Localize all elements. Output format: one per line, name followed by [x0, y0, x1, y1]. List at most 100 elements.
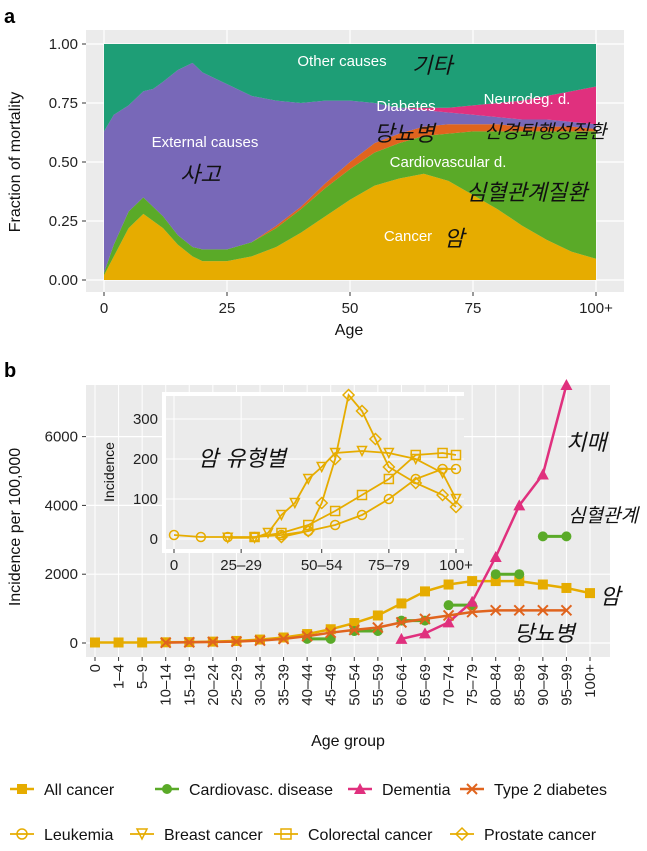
annotation-cardio-b: 심혈관계 질환 [568, 505, 647, 527]
inset-ticks: 0 25–29 50–54 75–79 100+ 0 100 200 300 [133, 411, 473, 574]
panel-b-ylabel: Incidence per 100,000 [7, 448, 24, 606]
label-external-causes: External causes [152, 134, 259, 151]
panel-a-xtick-label: 25 [219, 300, 236, 317]
panel-b-xtick-label: 85–89 [511, 664, 528, 706]
panel-a-ylabel: Fraction of mortality [7, 92, 24, 232]
panel-a-letter: a [4, 6, 16, 28]
inset-point-colorectal-cancer [450, 449, 462, 461]
point-dementia [513, 499, 526, 511]
inset-point-leukemia [329, 519, 341, 531]
annotation-neurodegenerative: 신경퇴행성질환 [484, 121, 609, 143]
annotation-cancer-b: 암 [600, 585, 623, 610]
inset-ytick-label: 100 [133, 491, 158, 508]
panel-b-ticks: 0 1–4 5–9 10–14 15–19 20–24 25–29 30–34 35–39 40–… [45, 429, 599, 706]
inset-series [168, 388, 463, 544]
inset-point-breast-cancer [383, 447, 395, 460]
panel-b-xtick-label: 5–9 [134, 664, 151, 689]
point-all-cancer [420, 586, 430, 597]
panel-a-xtick-label: 0 [100, 300, 108, 317]
point-cardiovasc-disease [561, 531, 572, 542]
panel-a-xlabel: Age [335, 322, 364, 339]
point-all-cancer [349, 618, 360, 629]
area-cancer [104, 173, 596, 280]
point-dementia [395, 632, 408, 644]
panel-b-letter: b [4, 360, 16, 382]
panel-b-xtick-label: 65–69 [417, 664, 434, 706]
panel-a-ytick-label: 0.25 [49, 213, 78, 230]
inset-point-colorectal-cancer [276, 527, 287, 539]
inset-point-breast-cancer [275, 509, 288, 522]
point-type-2-diabetes [442, 609, 455, 622]
label-neurodegenerative: Neurodeg. d. [484, 91, 571, 108]
panel-b-xtick-label: 50–54 [346, 664, 363, 706]
panel-b-ytick-label: 4000 [45, 497, 78, 514]
inset-point-colorectal-cancer [329, 505, 341, 517]
point-all-cancer [561, 582, 572, 593]
inset-line-prostate-cancer [281, 393, 457, 538]
legend-marker [466, 783, 478, 795]
legend-marker [280, 828, 292, 840]
point-all-cancer [90, 637, 100, 648]
inset-point-prostate-cancer [328, 452, 342, 466]
legend-marker [17, 784, 27, 794]
inset-point-breast-cancer [316, 461, 328, 474]
line-type-2-diabetes [165, 609, 567, 644]
legend-label: Cardiovasc. disease [189, 782, 333, 799]
panel-b-xtick-label: 70–74 [441, 664, 458, 706]
area-neurodeg-d- [104, 62, 596, 132]
point-all-cancer [137, 637, 148, 648]
inset-xtick-label: 0 [170, 557, 178, 574]
panel-a-ytick-label: 0.00 [49, 272, 78, 289]
inset-point-breast-cancer [262, 527, 274, 540]
panel-b-xtick-label: 10–14 [158, 664, 175, 706]
legend-label: Dementia [382, 782, 451, 799]
inset-point-prostate-cancer [315, 496, 329, 510]
inset-point-breast-cancer [436, 467, 449, 480]
panel-b-xtick-label: 75–79 [464, 664, 481, 706]
panel-b-xtick-label: 0 [87, 664, 104, 672]
inset-point-colorectal-cancer [437, 447, 448, 459]
inset-ytick-label: 0 [150, 531, 158, 548]
inset-point-breast-cancer [222, 532, 234, 544]
inset-line-colorectal-cancer [254, 452, 457, 538]
inset-point-prostate-cancer [382, 460, 396, 474]
point-all-cancer [372, 610, 383, 621]
inset-point-colorectal-cancer [356, 489, 368, 501]
point-all-cancer [396, 598, 407, 609]
legend-marker [135, 828, 149, 841]
point-type-2-diabetes [372, 621, 384, 634]
area-other-causes [104, 44, 596, 132]
inset-xtick-label: 100+ [439, 557, 473, 574]
point-dementia [466, 595, 479, 607]
panel-b-xtick-label: 60–64 [393, 664, 410, 706]
point-type-2-diabetes [230, 635, 243, 648]
inset-point-prostate-cancer [449, 500, 463, 514]
point-type-2-diabetes [348, 624, 360, 636]
inset-point-prostate-cancer [301, 524, 315, 538]
legend-label: All cancer [44, 782, 115, 799]
point-type-2-diabetes [490, 604, 502, 617]
point-all-cancer [514, 576, 525, 587]
point-dementia [442, 616, 455, 628]
legend-label: Type 2 diabetes [494, 782, 607, 799]
inset-point-breast-cancer [248, 532, 261, 544]
point-type-2-diabetes [513, 604, 525, 617]
legend-label: Leukemia [44, 827, 113, 844]
panel-a-xtick-label: 100+ [579, 300, 613, 317]
point-type-2-diabetes [277, 633, 290, 645]
panel-b-xtick-label: 35–39 [276, 664, 293, 706]
annotation-cancer: 암 [444, 227, 467, 252]
panel-a-areas [104, 44, 596, 280]
annotation-diabetes-b: 당뇨병 [514, 622, 577, 647]
point-all-cancer [490, 576, 501, 587]
panel-b-xtick-label: 55–59 [370, 664, 387, 706]
area-cardiovascular-d- [104, 131, 596, 276]
inset-point-breast-cancer [329, 447, 341, 460]
panel-b-ytick-label: 6000 [45, 429, 78, 446]
legend-label: Prostate cancer [484, 827, 597, 844]
inset-point-prostate-cancer [274, 530, 288, 544]
panel-b-xtick-label: 30–34 [252, 664, 269, 706]
panel-a-ytick-label: 0.50 [49, 154, 78, 171]
inset-annotation: 암 유형별 [198, 447, 288, 472]
inset-ytick-label: 200 [133, 451, 158, 468]
